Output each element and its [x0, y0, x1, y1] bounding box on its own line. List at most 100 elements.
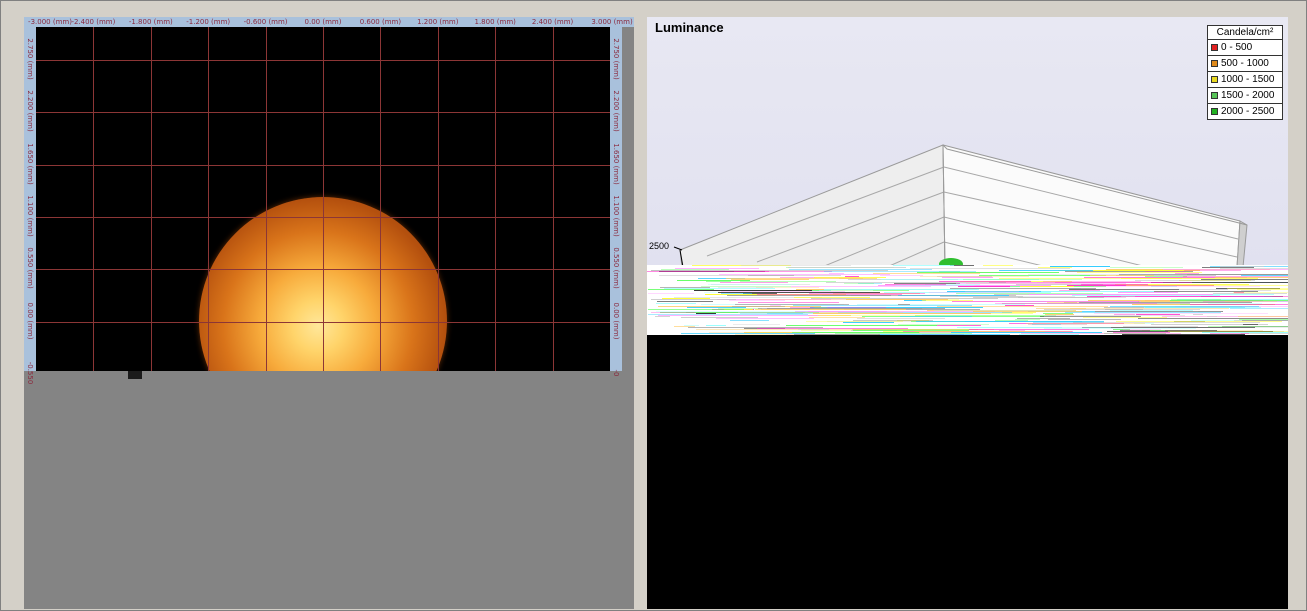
artifact-stripe	[1118, 292, 1178, 293]
x-ruler-tick: 0.00 (mm)	[304, 18, 342, 26]
legend-item: 0 - 500	[1208, 40, 1282, 56]
artifact-stripe	[1077, 272, 1202, 273]
legend-swatch	[1211, 108, 1218, 115]
y-ruler-tick-left: 2.200 (mm)	[26, 90, 34, 132]
artifact-stripe	[826, 282, 1006, 283]
artifact-stripe	[1107, 331, 1273, 332]
artifact-stripe	[999, 330, 1025, 331]
artifact-stripe	[727, 295, 891, 296]
artifact-stripe	[858, 283, 882, 284]
artifact-stripe	[1203, 301, 1288, 302]
artifact-stripe	[1121, 296, 1135, 297]
artifact-stripe	[798, 329, 829, 330]
artifact-stripe	[1082, 327, 1255, 328]
y-ruler-tick-right: 1.100 (mm)	[612, 195, 620, 237]
artifact-stripe	[857, 304, 1025, 305]
3d-view-pane[interactable]: Luminance 2500 Candela/cm² 0 - 500 500 - …	[647, 17, 1288, 609]
artifact-stripe	[1210, 333, 1249, 334]
artifact-stripe	[1193, 314, 1203, 315]
legend-swatch	[1211, 44, 1218, 51]
artifact-stripe	[922, 300, 973, 301]
artifact-stripe	[1208, 303, 1262, 304]
artifact-stripe	[835, 333, 972, 334]
image-view-pane[interactable]: -3.000 (mm) -2.400 (mm) -1.800 (mm) -1.200 …	[24, 17, 634, 609]
artifact-stripe	[1081, 284, 1148, 285]
artifact-stripe	[884, 292, 1051, 293]
artifact-stripe	[963, 279, 1082, 280]
artifact-stripe	[657, 301, 713, 302]
artifact-stripe	[700, 270, 888, 271]
artifact-stripe	[1045, 314, 1074, 315]
artifact-stripe	[648, 289, 714, 290]
artifact-stripe	[786, 325, 937, 326]
artifact-stripe	[951, 332, 1102, 333]
grid-line-horizontal	[36, 216, 610, 218]
artifact-stripe	[651, 270, 725, 271]
artifact-stripe	[1241, 275, 1288, 276]
artifact-stripe	[1241, 290, 1271, 291]
artifact-stripe	[701, 286, 791, 287]
artifact-stripe	[770, 305, 781, 306]
artifact-stripe	[939, 281, 1031, 282]
artifact-stripe	[898, 295, 1009, 296]
x-ruler-tick: 1.800 (mm)	[474, 18, 516, 26]
artifact-stripe	[915, 315, 1056, 316]
artifact-stripe	[659, 275, 841, 276]
artifact-stripe	[675, 268, 759, 269]
artifact-stripe	[809, 293, 925, 294]
artifact-stripe	[1136, 314, 1180, 315]
artifact-stripe	[1123, 326, 1198, 327]
artifact-stripe	[767, 313, 803, 314]
artifact-stripe	[1095, 289, 1228, 290]
artifact-stripe	[808, 315, 851, 316]
x-ruler-tick: 0.600 (mm)	[359, 18, 402, 26]
x-ruler-tick: 2.400 (mm)	[531, 18, 574, 26]
artifact-stripe	[939, 271, 960, 272]
artifact-stripe	[1202, 267, 1254, 268]
artifact-stripe	[788, 267, 906, 268]
3d-box-drawing	[673, 144, 1248, 265]
artifact-stripe	[1105, 309, 1200, 310]
y-ruler-tick-right: 2.750 (mm)	[612, 38, 620, 80]
artifact-stripe	[929, 292, 1035, 293]
artifact-stripe	[1070, 308, 1229, 309]
artifact-stripe	[708, 284, 799, 285]
artifact-stripe	[711, 284, 810, 285]
artifact-stripe	[1120, 291, 1258, 292]
artifact-stripe	[1005, 305, 1034, 306]
artifact-stripe	[674, 297, 822, 298]
artifact-stripe	[1047, 302, 1094, 303]
artifact-stripe	[1175, 273, 1199, 274]
artifact-stripe	[1120, 330, 1217, 331]
artifact-stripe	[1065, 312, 1221, 313]
artifact-stripe	[733, 324, 780, 325]
artifact-stripe	[1020, 286, 1074, 287]
artifact-stripe	[1040, 316, 1141, 317]
artifact-stripe	[965, 321, 1082, 322]
artifact-stripe	[898, 304, 910, 305]
artifact-stripe	[808, 311, 995, 312]
legend-label: 2000 - 2500	[1221, 106, 1275, 117]
artifact-stripe	[995, 303, 1157, 304]
artifact-stripe	[1114, 314, 1135, 315]
artifact-stripe	[696, 329, 870, 330]
artifact-stripe	[738, 302, 839, 303]
grid-line-vertical	[495, 27, 497, 371]
3d-viewport[interactable]: Luminance 2500 Candela/cm² 0 - 500 500 - …	[647, 17, 1288, 265]
artifact-stripe	[1048, 319, 1121, 320]
artifact-stripe	[651, 299, 736, 300]
artifact-stripe	[721, 291, 845, 292]
artifact-stripe	[734, 271, 832, 272]
artifact-stripe	[952, 301, 1139, 302]
artifact-stripe	[651, 312, 695, 313]
artifact-stripe	[1094, 286, 1260, 287]
artifact-stripe	[1202, 332, 1288, 333]
x-ruler-tick: 3.000 (mm)	[591, 18, 633, 26]
artifact-stripe	[958, 286, 1010, 287]
scroll-marker[interactable]	[128, 371, 142, 379]
artifact-stripe	[1058, 270, 1200, 271]
artifact-stripe	[1184, 270, 1241, 271]
luminance-image[interactable]	[36, 27, 610, 371]
artifact-stripe	[1145, 271, 1185, 272]
artifact-stripe	[746, 332, 834, 333]
